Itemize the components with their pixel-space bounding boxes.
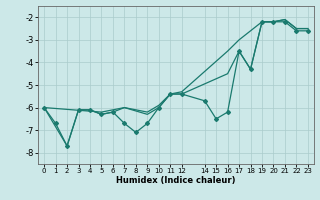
X-axis label: Humidex (Indice chaleur): Humidex (Indice chaleur) <box>116 176 236 185</box>
